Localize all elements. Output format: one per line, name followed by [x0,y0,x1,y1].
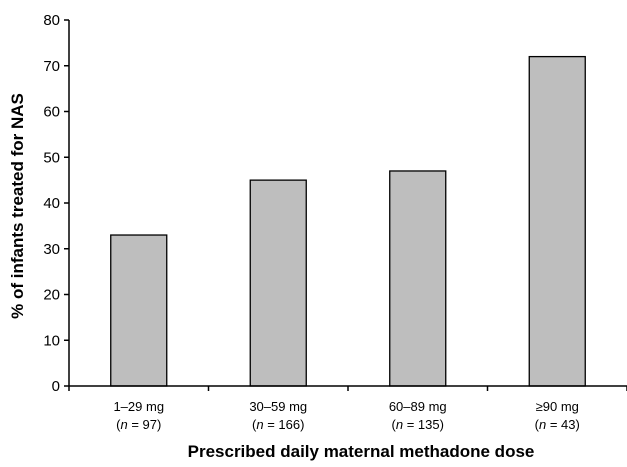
x-count-label-2: (n = 166) [252,417,304,432]
bar-2 [249,179,307,387]
x-category-label-2: 30–59 mg [249,399,307,414]
y-tick-label-70: 70 [43,58,60,75]
x-count-label-1: (n = 97) [116,417,161,432]
y-tick-label-80: 80 [43,12,60,29]
y-tick-label-40: 40 [43,195,60,212]
bars-layer [110,55,586,387]
y-tick-label-10: 10 [43,332,60,349]
x-count-label-4: (n = 43) [535,417,580,432]
y-tick-label-30: 30 [43,241,60,258]
y-tick-label-20: 20 [43,287,60,304]
bar-1 [110,234,168,387]
y-axis-title: % of infants treated for NAS [8,93,27,319]
y-tick-label-50: 50 [43,149,60,166]
y-tick-label-0: 0 [52,378,60,395]
axes-layer [64,19,627,391]
x-category-label-4: ≥90 mg [536,399,579,414]
x-count-label-3: (n = 135) [392,417,444,432]
bar-4 [528,55,586,387]
x-category-label-1: 1–29 mg [113,399,164,414]
x-axis-title: Prescribed daily maternal methadone dose [188,442,535,461]
y-tick-label-60: 60 [43,104,60,121]
labels-layer: 0 10 20 30 40 50 60 70 80 1–29 mg (n = 97) 30–59 mg… [43,12,580,432]
x-category-label-3: 60–89 mg [389,399,447,414]
bar-3 [389,170,447,387]
